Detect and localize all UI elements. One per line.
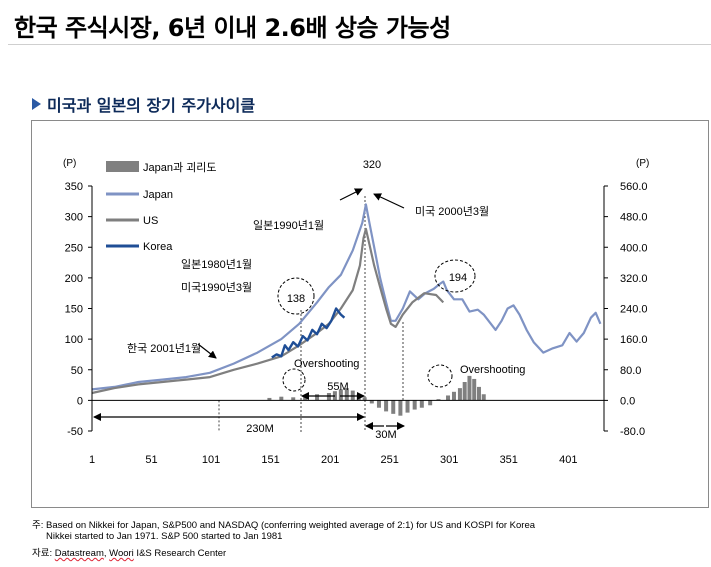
gap-bar — [436, 399, 441, 401]
title-divider — [8, 44, 711, 45]
left-tick-label: 0 — [77, 395, 83, 407]
legend-label: Japan과 괴리도 — [143, 161, 217, 174]
right-axis-unit: (P) — [636, 158, 649, 169]
korea-2001-label: 한국 2001년1월 — [127, 342, 201, 355]
right-tick-label: 160.0 — [620, 334, 648, 346]
left-tick-label: 350 — [65, 181, 83, 193]
x-tick-label: 251 — [380, 454, 398, 466]
right-tick-label: 560.0 — [620, 181, 648, 193]
gap-bar — [267, 397, 272, 401]
us-peak-label: 미국 2000년3월 — [415, 205, 489, 218]
left-tick-label: 200 — [65, 273, 83, 285]
legend-label: Japan — [143, 189, 173, 201]
legend-bar-swatch — [106, 161, 139, 172]
gap-bar — [391, 400, 396, 414]
right-tick-label: 320.0 — [620, 273, 648, 285]
overshoot-circle-left — [282, 368, 306, 392]
gap-bar — [356, 394, 361, 401]
x-tick-label: 1 — [89, 454, 95, 466]
circle-value-194: 194 — [449, 272, 467, 284]
overshooting-label-right: Overshooting — [460, 364, 525, 376]
source-rest: I&S Research Center — [133, 548, 227, 559]
footnote-detail: Nikkei started to Jan 1971. S&P 500 star… — [46, 531, 283, 542]
gap-bar — [398, 400, 403, 416]
gap-bar — [291, 397, 296, 401]
gap-bar — [481, 394, 486, 401]
section-heading: 미국과 일본의 장기 주가사이클 — [32, 92, 255, 116]
gap-bar — [419, 400, 424, 408]
x-tick-label: 351 — [500, 454, 518, 466]
gap-bar — [472, 378, 477, 401]
x-tick-label: 301 — [440, 454, 458, 466]
left-tick-label: 150 — [65, 304, 83, 316]
source-datastream: Datastream — [54, 548, 104, 559]
page-title: 한국 주식시장, 6년 이내 2.6배 상승 가능성 — [14, 14, 451, 42]
legend-label: US — [143, 215, 158, 227]
left-tick-label: 250 — [65, 242, 83, 254]
chart-frame — [31, 120, 709, 508]
korea-start-arrow — [197, 343, 217, 359]
gap-bar — [476, 386, 481, 401]
overshoot-circle-right — [427, 364, 453, 388]
peak-arrow-right — [373, 193, 405, 209]
gap-bar — [315, 394, 320, 401]
highlight-circle-194 — [434, 259, 476, 293]
triangle-bullet-icon — [32, 98, 41, 110]
right-tick-label: -80.0 — [620, 426, 645, 438]
gap-bar — [279, 396, 284, 401]
right-tick-label: 0.0 — [620, 395, 635, 407]
x-tick-label: 51 — [145, 454, 157, 466]
span-230m-label: 230M — [246, 423, 274, 435]
left-tick-label: 50 — [71, 365, 83, 377]
gap-bar — [451, 391, 456, 401]
overshooting-label-left: Overshooting — [294, 358, 359, 370]
right-tick-label: 240.0 — [620, 304, 648, 316]
gap-bar — [384, 400, 389, 412]
gap-bar — [344, 388, 349, 401]
gap-bar — [462, 382, 467, 401]
peak-value-label: 320 — [363, 159, 381, 171]
peak-arrow-left — [339, 188, 363, 201]
x-tick-label: 201 — [321, 454, 339, 466]
left-tick-label: 300 — [65, 212, 83, 224]
gap-bar — [467, 375, 472, 401]
x-tick-label: 401 — [559, 454, 577, 466]
series-line-korea — [271, 307, 346, 359]
gap-bar — [428, 400, 433, 406]
chart-title: 미국과 일본의 장기 주가사이클 — [47, 96, 256, 115]
circle-value-138: 138 — [287, 293, 305, 305]
left-tick-label: -50 — [67, 426, 83, 438]
gap-bar — [338, 389, 343, 401]
gap-bar — [412, 400, 417, 410]
left-tick-label: 100 — [65, 334, 83, 346]
gap-bar — [405, 400, 410, 413]
japan-1980-label: 일본1980년1월 — [181, 257, 252, 271]
span-30m-label: 30M — [375, 429, 396, 441]
gap-bar — [369, 400, 374, 404]
source-separator: , — [103, 548, 110, 559]
highlight-circle-138 — [277, 277, 315, 315]
right-tick-label: 480.0 — [620, 212, 648, 224]
left-axis-unit: (P) — [63, 158, 76, 169]
series-line-us — [91, 227, 445, 395]
us-1990-label: 미국1990년3월 — [181, 281, 252, 294]
gap-bar — [446, 395, 451, 401]
source-label: 자료: — [32, 548, 55, 559]
right-tick-label: 400.0 — [620, 242, 648, 254]
gap-bar — [376, 400, 381, 408]
right-tick-label: 80.0 — [620, 365, 641, 377]
japan-peak-label: 일본1990년1월 — [253, 218, 324, 232]
gap-bar — [457, 388, 462, 401]
source-line: 자료: Datastream, Woori I&S Research Cente… — [32, 545, 226, 559]
footnote: 주: Based on Nikkei for Japan, S&P500 and… — [32, 520, 536, 531]
gap-bar — [326, 393, 331, 401]
span-55m-label: 55M — [327, 381, 348, 393]
x-tick-label: 101 — [202, 454, 220, 466]
legend-label: Korea — [143, 241, 173, 253]
x-tick-label: 151 — [261, 454, 279, 466]
source-woori: Woori — [109, 548, 134, 559]
